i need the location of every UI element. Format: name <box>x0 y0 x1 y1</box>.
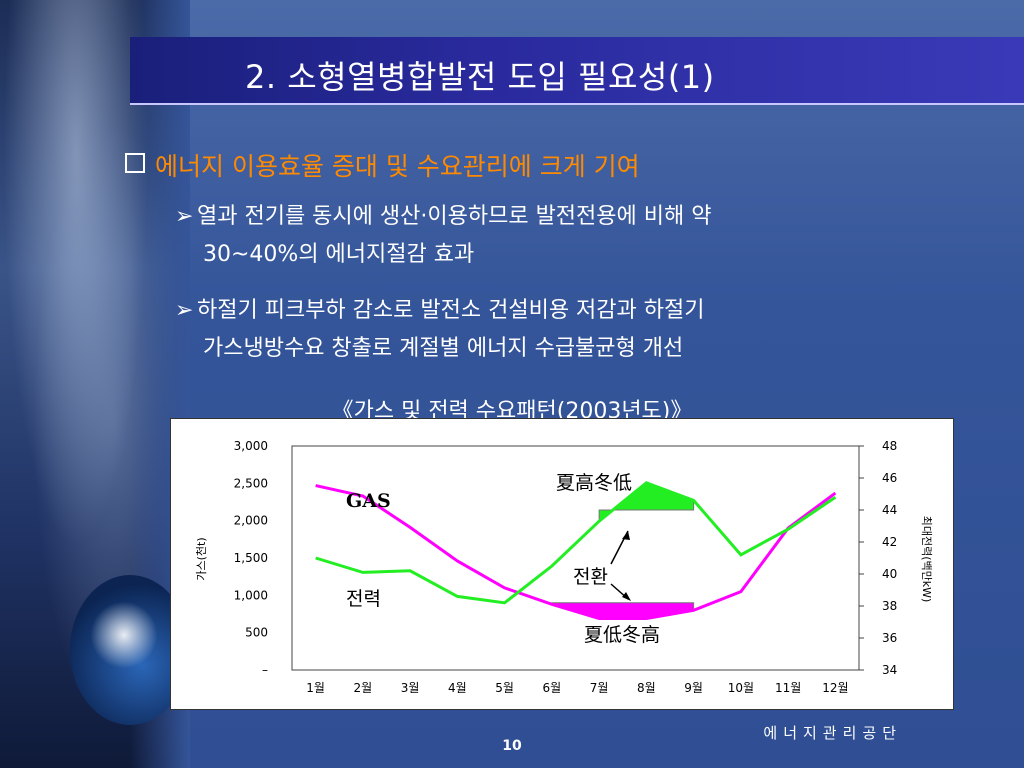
x-tick-label: 12월 <box>822 681 848 695</box>
arrow-bullet-icon: ➢ <box>175 298 194 323</box>
x-tick-label: 9월 <box>684 681 703 695</box>
y-tick-label: 1,500 <box>234 551 268 565</box>
x-tick-label: 6월 <box>543 681 562 695</box>
sub-bullet-2-line1: 하절기 피크부하 감소로 발전소 건설비용 저감과 하절기 <box>197 298 705 323</box>
y-tick-label: 1,000 <box>234 588 268 602</box>
switch-arrowhead-down <box>622 592 631 601</box>
y2-tick-label: 36 <box>882 631 897 645</box>
x-tick-label: 11월 <box>775 681 801 695</box>
main-bullet: 에너지 이용효율 증대 및 수요관리에 크게 기여 <box>125 147 640 183</box>
y-tick-label: 3,000 <box>234 439 268 453</box>
y-tick-label: 2,000 <box>234 514 268 528</box>
x-tick-label: 10월 <box>728 681 754 695</box>
x-tick-label: 8월 <box>637 681 656 695</box>
y2-tick-label: 42 <box>882 535 897 549</box>
y2-tick-label: 48 <box>882 439 897 453</box>
sub-bullet-2-line2: 가스냉방수요 창출로 계절별 에너지 수급불균형 개선 <box>203 336 684 361</box>
slide-title: 2. 소형열병합발전 도입 필요성(1) <box>245 58 715 96</box>
switch-arrowhead-up <box>622 531 630 540</box>
x-tick-label: 4월 <box>448 681 467 695</box>
page-number: 10 <box>502 738 522 754</box>
footer-organization: 에너지관리공단 <box>763 724 902 742</box>
chart-container: 3,000 2,500 2,000 1,500 1,000 500 – 48 46 44 42 40 3… <box>170 418 954 710</box>
y2-tick-label: 34 <box>882 663 897 677</box>
x-tick-label: 2월 <box>354 681 373 695</box>
main-bullet-text: 에너지 이용효율 증대 및 수요관리에 크게 기여 <box>155 152 640 181</box>
y2-tick-label: 46 <box>882 471 897 485</box>
y-tick-label: 2,500 <box>234 476 268 490</box>
series-line-1 <box>315 484 837 620</box>
x-tick-label: 7월 <box>590 681 609 695</box>
arrow-bullet-icon: ➢ <box>175 204 194 229</box>
annotation-summer-low: 夏低冬高 <box>584 624 660 646</box>
sub-bullet-1-line1: 열과 전기를 동시에 생산·이용하므로 발전전용에 비해 약 <box>197 204 712 229</box>
annotation-summer-high: 夏高冬低 <box>556 472 632 494</box>
x-tick-label: 1월 <box>306 681 325 695</box>
sub-bullet-1-line2: 30~40%의 에너지절감 효과 <box>203 242 475 267</box>
y2-tick-label: 44 <box>882 503 897 517</box>
annotation-switch: 전환 <box>573 566 608 588</box>
title-bar <box>130 37 1024 105</box>
series-label-power: 전력 <box>346 588 381 610</box>
y2-tick-label: 38 <box>882 599 897 613</box>
y-tick-label: – <box>262 663 268 677</box>
series-line-2 <box>315 481 837 605</box>
y2-axis-label: 최대전력(백만kW) <box>920 516 933 603</box>
series-label-gas: GAS <box>346 490 391 512</box>
sub-bullet-1: ➢ 열과 전기를 동시에 생산·이용하므로 발전전용에 비해 약 30~40%의 … <box>175 198 711 274</box>
sub-bullet-2: ➢ 하절기 피크부하 감소로 발전소 건설비용 저감과 하절기 가스냉방수요 창출… <box>175 292 704 368</box>
y-axis-label: 가스(천t) <box>194 537 208 580</box>
x-tick-label: 3월 <box>401 681 420 695</box>
demand-pattern-chart: 3,000 2,500 2,000 1,500 1,000 500 – 48 46 44 42 40 3… <box>194 439 933 695</box>
y2-tick-label: 40 <box>882 567 897 581</box>
x-tick-label: 5월 <box>495 681 514 695</box>
square-bullet-icon <box>125 153 145 173</box>
y-tick-label: 500 <box>245 626 268 640</box>
